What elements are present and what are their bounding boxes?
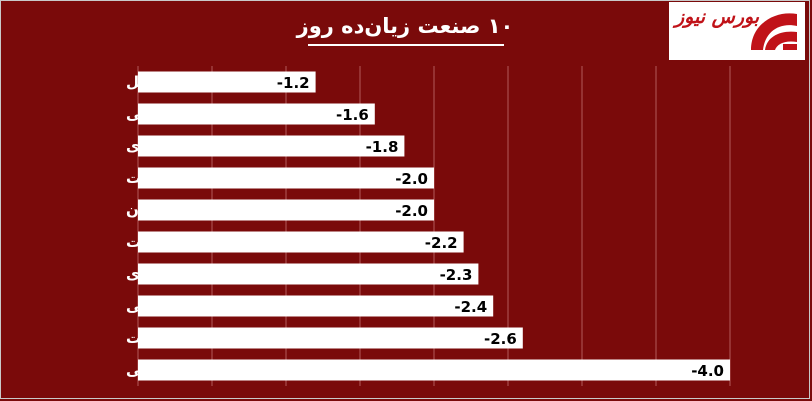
bar	[138, 327, 523, 349]
bar	[138, 263, 479, 285]
bar	[138, 167, 434, 189]
bar	[138, 71, 316, 93]
bar	[138, 199, 434, 221]
category-label: خرده فروشی	[126, 105, 226, 123]
value-label: -4.0	[691, 362, 724, 380]
bar	[138, 295, 494, 317]
logo-swoosh-icon	[751, 13, 797, 50]
title-underline	[308, 44, 504, 46]
value-labels: -1.2 -1.6 -1.8 -2.0 -2.0 -2.2 -2.3 -2.4 -2.6 -4.0	[277, 74, 724, 380]
bars	[138, 71, 730, 381]
bar	[138, 231, 464, 253]
bourse-news-logo: بورس نیوز	[669, 2, 805, 60]
bar	[138, 103, 375, 125]
value-label: -1.8	[366, 138, 399, 156]
category-label: محصولات کاغذی	[126, 265, 249, 283]
category-label: سایر حمل و نقل	[126, 73, 250, 91]
category-label: محصولات چوبی	[126, 297, 243, 316]
category-label: انبوه سازی	[126, 137, 209, 155]
value-label: -1.2	[277, 74, 310, 92]
category-label: زراعت	[126, 169, 175, 187]
category-labels: سایر حمل و نقل خرده فروشی انبوه سازی زراعت ه…	[126, 73, 251, 380]
category-label: منسوجات	[126, 329, 198, 347]
chart-title: ۱۰ صنعت زیان‌ده روز	[296, 14, 514, 38]
category-label: هتل و رستوران	[126, 201, 241, 219]
value-label: -1.6	[336, 106, 369, 124]
value-label: -2.3	[440, 266, 473, 284]
category-label: خودرو و قطعات	[126, 233, 245, 251]
logo-text: بورس نیوز	[675, 6, 760, 28]
value-label: -2.0	[395, 202, 428, 220]
bar	[138, 135, 405, 157]
value-label: -2.2	[425, 234, 458, 252]
value-label: -2.6	[484, 330, 517, 348]
value-label: -2.4	[454, 298, 487, 316]
value-label: -2.0	[395, 170, 428, 188]
bar	[138, 359, 730, 381]
category-label: پیمانکاری صنعتی	[126, 361, 251, 380]
